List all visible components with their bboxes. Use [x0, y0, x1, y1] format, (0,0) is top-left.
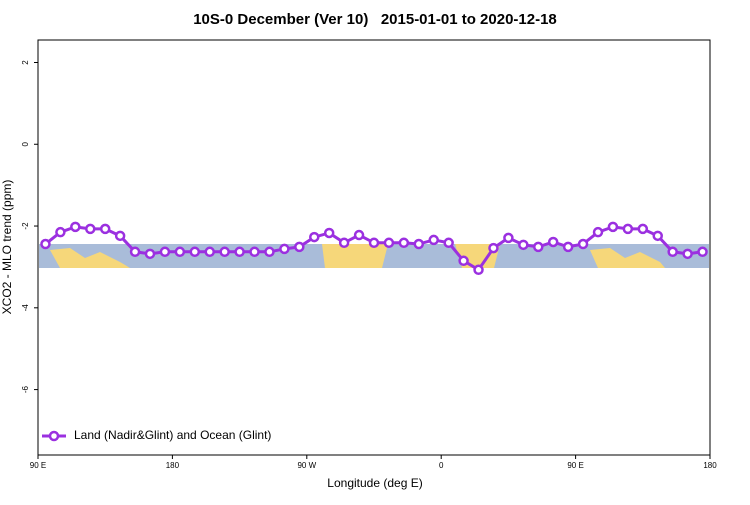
point	[204, 246, 215, 258]
x-tick-label: 90 E	[567, 461, 583, 470]
point	[473, 264, 484, 276]
y-tick-label: -4	[21, 304, 30, 312]
y-axis-label: XCO2 - MLO trend (ppm)	[0, 180, 14, 315]
point	[592, 226, 604, 238]
point	[234, 246, 245, 258]
point	[443, 237, 454, 249]
point	[398, 237, 410, 249]
point	[503, 232, 514, 244]
point	[697, 246, 708, 258]
point	[189, 246, 201, 258]
point	[562, 241, 574, 253]
point	[428, 234, 439, 246]
point	[309, 231, 320, 243]
legend-marker	[48, 430, 60, 442]
point	[40, 238, 51, 250]
point	[144, 248, 156, 260]
point	[323, 227, 335, 239]
point	[652, 230, 663, 242]
point	[547, 236, 559, 248]
point	[622, 223, 634, 235]
y-tick-label: 0	[21, 141, 30, 146]
point	[279, 243, 290, 255]
x-tick-label: 90 E	[30, 461, 46, 470]
y-tick-label: -2	[21, 222, 30, 230]
y-tick-label: -6	[21, 385, 30, 393]
plot-frame	[37, 39, 711, 456]
point	[159, 246, 171, 258]
point	[294, 241, 305, 253]
point	[637, 223, 649, 235]
point	[577, 238, 589, 250]
point	[99, 223, 111, 235]
point	[368, 237, 380, 249]
x-tick-label: 180	[166, 461, 180, 470]
point	[338, 237, 350, 249]
point	[607, 221, 619, 233]
point	[249, 246, 260, 258]
point	[264, 246, 275, 258]
point	[667, 246, 678, 258]
legend: Land (Nadir&Glint) and Ocean (Glint)	[42, 428, 271, 442]
point	[518, 239, 529, 251]
point	[682, 248, 693, 260]
point	[488, 242, 499, 254]
x-tick-label: 90 W	[297, 461, 316, 470]
point	[533, 241, 544, 253]
point	[55, 226, 66, 238]
chart-title: 10S-0 December (Ver 10) 2015-01-01 to 20…	[193, 11, 557, 28]
point	[129, 246, 141, 258]
legend-label: Land (Nadir&Glint) and Ocean (Glint)	[74, 428, 271, 442]
point	[85, 223, 96, 235]
point	[413, 238, 425, 250]
point	[353, 229, 365, 241]
x-axis-label: Longitude (deg E)	[327, 476, 422, 490]
x-tick-label: 0	[439, 461, 444, 470]
point	[458, 255, 469, 267]
point	[383, 237, 395, 249]
point	[114, 230, 126, 242]
x-tick-label: 180	[703, 461, 717, 470]
point	[219, 246, 230, 258]
point	[70, 221, 81, 233]
y-tick-label: 2	[21, 60, 30, 65]
point	[174, 246, 186, 258]
